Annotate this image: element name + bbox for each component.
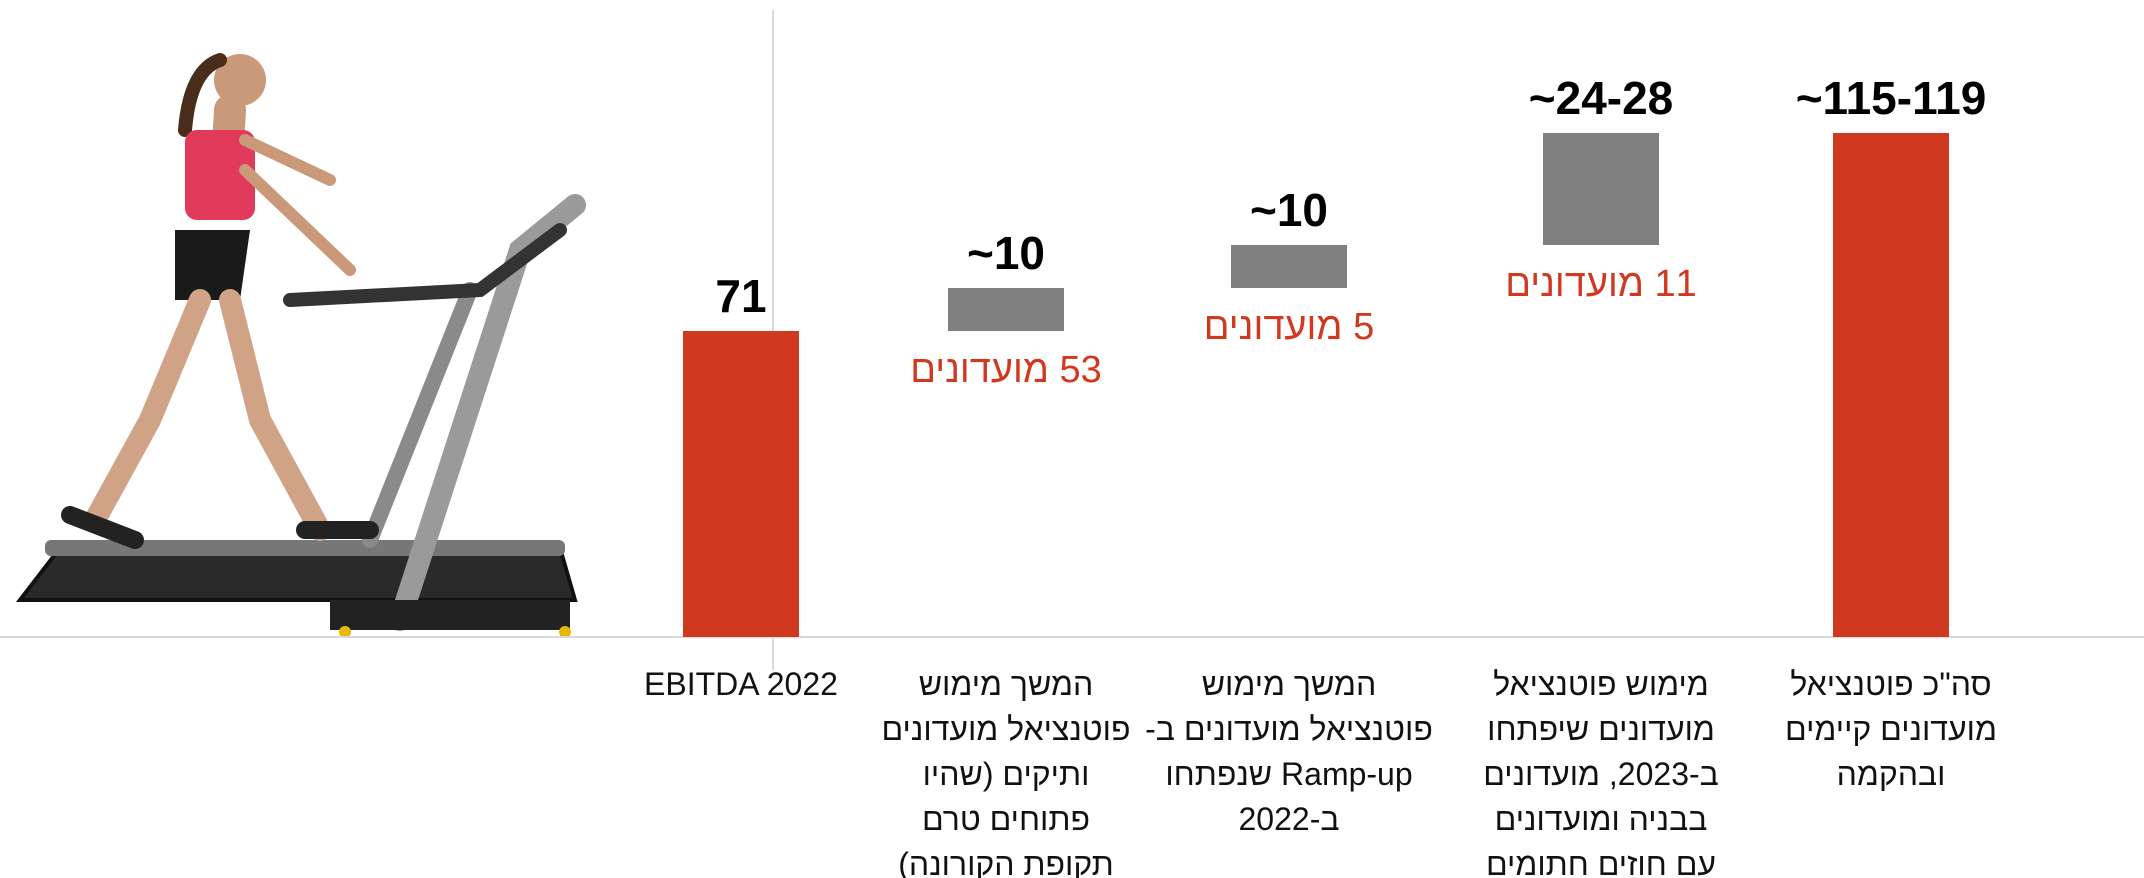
category-label: המשך מימוש פוטנציאל מועדונים ב- Ramp-up …	[1145, 666, 1433, 837]
value-label: ~10	[966, 227, 1046, 280]
bar	[1231, 244, 1347, 289]
value-label: ~10	[1249, 183, 1329, 236]
annotation: 53 מועדונים	[910, 349, 1102, 392]
bar	[1543, 132, 1659, 245]
treadmill-illustration	[15, 53, 586, 638]
category-label: סה"כ פוטנציאל מועדונים קיימים ובהקמה	[1785, 666, 1997, 792]
category-label: המשך מימוש פוטנציאל מועדונים ותיקים (שהי…	[881, 666, 1131, 878]
bar	[683, 331, 799, 637]
annotation: 5 מועדונים	[1203, 306, 1375, 349]
value-label: ~115-119	[1795, 71, 1987, 124]
baseline	[0, 636, 2144, 638]
value-label: 71	[715, 270, 767, 323]
bar	[948, 288, 1064, 332]
category-label: מימוש פוטנציאל מועדונים שיפתחו ב-2023, מ…	[1483, 666, 1719, 878]
category-label: EBITDA 2022	[644, 666, 838, 702]
bar	[1833, 132, 1949, 637]
annotation: 11 מועדונים	[1505, 262, 1697, 305]
value-label: ~24-28	[1528, 71, 1674, 124]
